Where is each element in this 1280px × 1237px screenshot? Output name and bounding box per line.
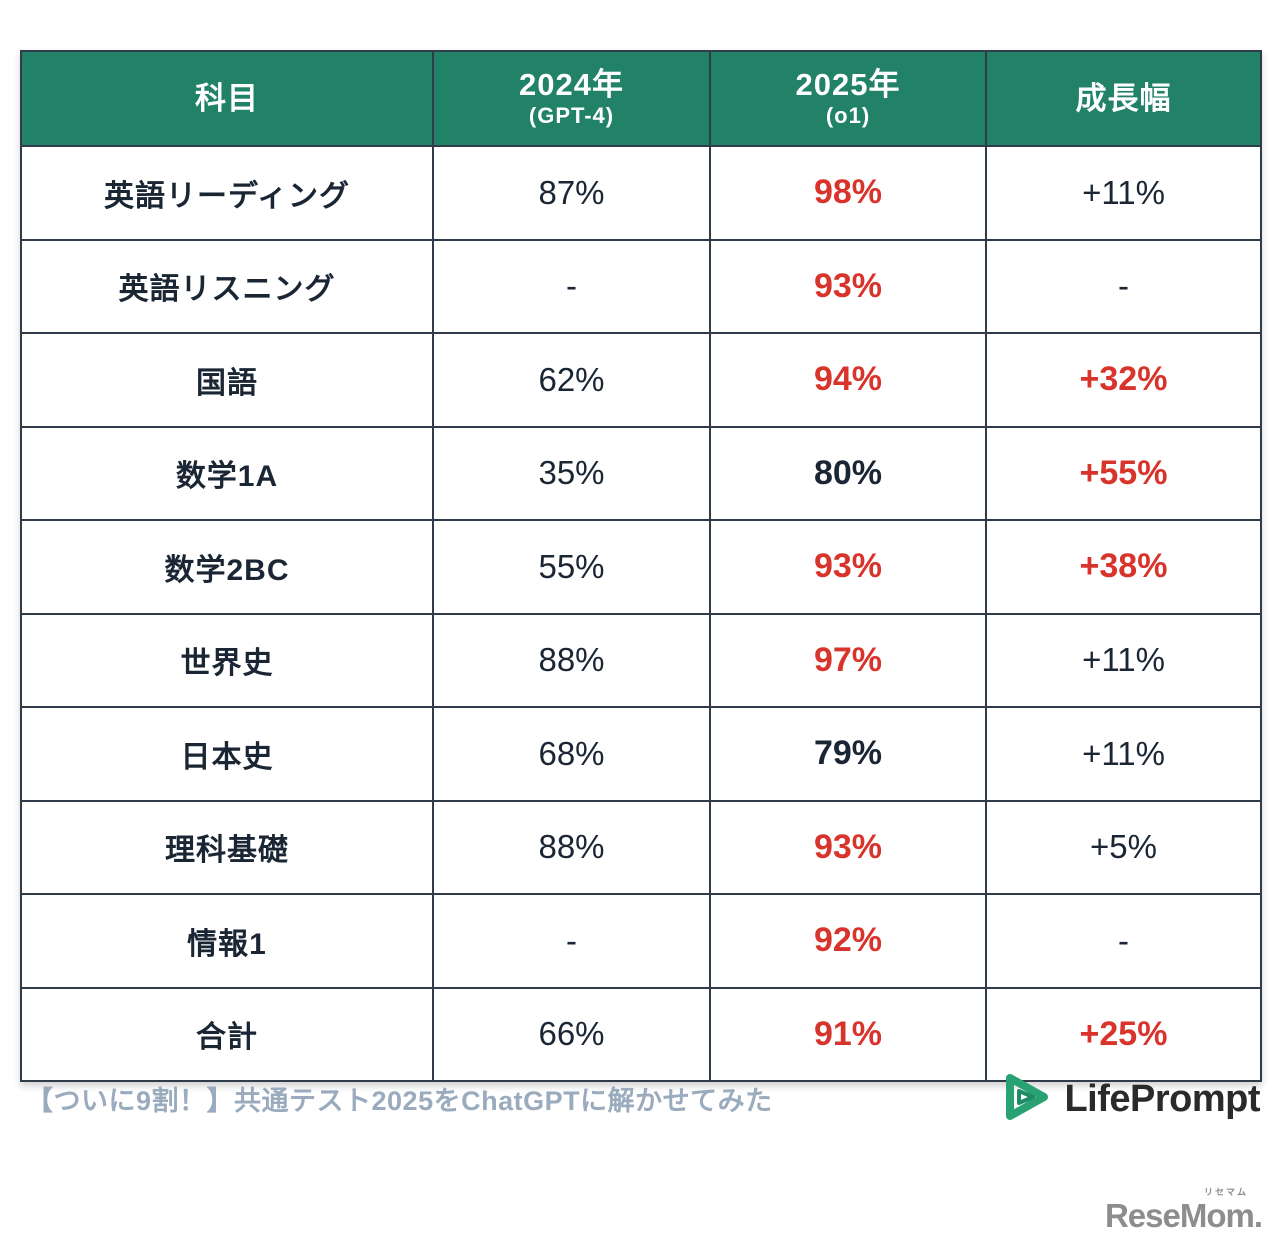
subject-cell: 世界史 [20,612,434,708]
growth-cell: +38% [985,519,1262,615]
table-row: 理科基礎 88% 93% +5% [20,799,1262,895]
score-2025-cell: 94% [709,332,987,428]
subject-cell: 数学1A [20,425,434,521]
score-2025-cell: 92% [709,893,987,989]
table-row: 日本史 68% 79% +11% [20,706,1262,802]
table-row: 数学1A 35% 80% +55% [20,425,1262,521]
score-2025-cell: 93% [709,238,987,334]
table-row: 英語リスニング - 93% - [20,238,1262,334]
header-subject-label: 科目 [195,80,259,116]
score-2024-cell: 62% [432,332,711,428]
header-2025-sublabel: (o1) [825,103,871,129]
score-2025-cell: 93% [709,799,987,895]
table-row: 数学2BC 55% 93% +38% [20,519,1262,615]
subject-cell: 国語 [20,332,434,428]
score-2024-cell: 88% [432,799,711,895]
header-2024-label: 2024年 [519,67,624,103]
subject-cell: 英語リーディング [20,145,434,241]
growth-cell: +11% [985,612,1262,708]
score-2024-cell: 87% [432,145,711,241]
score-2024-cell: 66% [432,986,711,1082]
lifeprompt-wordmark: LifePrompt [1064,1078,1260,1120]
growth-cell: +5% [985,799,1262,895]
score-2024-cell: - [432,893,711,989]
header-2025: 2025年 (o1) [709,50,987,147]
table-row: 情報1 - 92% - [20,893,1262,989]
growth-cell: - [985,893,1262,989]
score-2025-cell: 80% [709,425,987,521]
header-2025-label: 2025年 [795,67,901,103]
lifeprompt-triangle-icon [996,1068,1054,1131]
subject-cell: 英語リスニング [20,238,434,334]
subject-cell: 情報1 [20,893,434,989]
growth-cell: - [985,238,1262,334]
header-growth: 成長幅 [985,50,1262,147]
score-2025-cell: 93% [709,519,987,615]
score-2024-cell: - [432,238,711,334]
score-2024-cell: 68% [432,706,711,802]
resemom-wordmark: ReseMom. [1104,1197,1263,1234]
resemom-ruby-label: リセマム [1203,1187,1248,1197]
score-2025-cell: 91% [709,986,987,1082]
growth-cell: +11% [985,706,1262,802]
table-row: 国語 62% 94% +32% [20,332,1262,428]
score-2024-cell: 88% [432,612,711,708]
header-2024-sublabel: (GPT-4) [528,103,615,129]
score-table-container: 科目 2024年 (GPT-4) 2025年 (o1) 成長幅 英語リーディング… [20,50,1262,1082]
subject-cell: 合計 [20,986,434,1082]
growth-cell: +25% [985,986,1262,1082]
table-row: 世界史 88% 97% +11% [20,612,1262,708]
growth-cell: +55% [985,425,1262,521]
caption-text: 【ついに9割！】共通テスト2025をChatGPTに解かせてみた [26,1086,773,1116]
header-row: 科目 2024年 (GPT-4) 2025年 (o1) 成長幅 [20,50,1262,147]
score-2025-cell: 98% [709,145,987,241]
subject-cell: 理科基礎 [20,799,434,895]
resemom-watermark: リセマム ReseMom. [1104,1187,1263,1234]
subject-cell: 数学2BC [20,519,434,615]
growth-cell: +11% [985,145,1262,241]
lifeprompt-logo: LifePrompt [996,1068,1260,1131]
score-2024-cell: 35% [432,425,711,521]
header-subject: 科目 [20,50,434,147]
header-growth-label: 成長幅 [1075,80,1172,116]
score-2024-cell: 55% [432,519,711,615]
score-table: 科目 2024年 (GPT-4) 2025年 (o1) 成長幅 英語リーディング… [20,50,1262,1082]
growth-cell: +32% [985,332,1262,428]
table-row: 合計 66% 91% +25% [20,986,1262,1082]
score-2025-cell: 79% [709,706,987,802]
score-2025-cell: 97% [709,612,987,708]
table-row: 英語リーディング 87% 98% +11% [20,145,1262,241]
subject-cell: 日本史 [20,706,434,802]
header-2024: 2024年 (GPT-4) [432,50,711,147]
